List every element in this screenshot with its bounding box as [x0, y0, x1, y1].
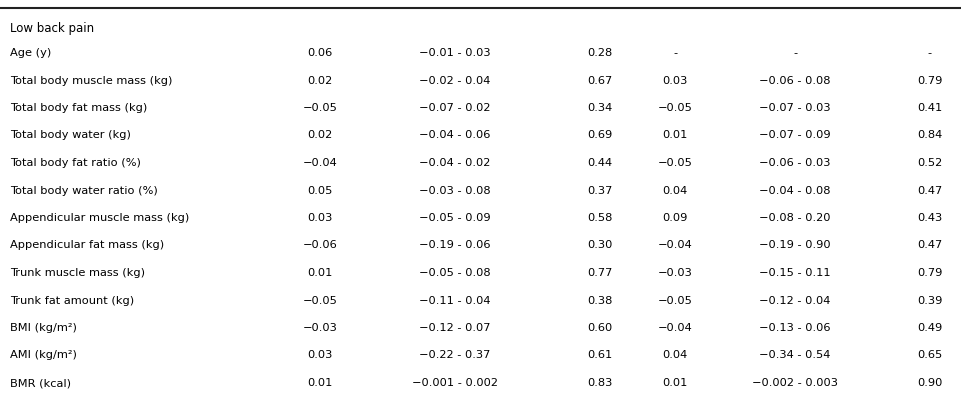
Text: −0.13 - 0.06: −0.13 - 0.06: [759, 323, 830, 333]
Text: 0.03: 0.03: [308, 350, 333, 360]
Text: −0.05: −0.05: [657, 295, 693, 305]
Text: 0.01: 0.01: [308, 378, 333, 388]
Text: −0.07 - 0.09: −0.07 - 0.09: [759, 131, 831, 141]
Text: −0.04: −0.04: [657, 323, 692, 333]
Text: −0.05: −0.05: [657, 103, 693, 113]
Text: −0.06 - 0.08: −0.06 - 0.08: [759, 76, 830, 86]
Text: −0.03: −0.03: [657, 268, 693, 278]
Text: 0.03: 0.03: [662, 76, 688, 86]
Text: Appendicular muscle mass (kg): Appendicular muscle mass (kg): [10, 213, 189, 223]
Text: −0.06: −0.06: [303, 240, 337, 251]
Text: 0.90: 0.90: [918, 378, 943, 388]
Text: 0.84: 0.84: [918, 131, 943, 141]
Text: 0.79: 0.79: [918, 268, 943, 278]
Text: −0.12 - 0.04: −0.12 - 0.04: [759, 295, 830, 305]
Text: 0.69: 0.69: [587, 131, 612, 141]
Text: 0.79: 0.79: [918, 76, 943, 86]
Text: 0.44: 0.44: [587, 158, 612, 168]
Text: 0.30: 0.30: [587, 240, 613, 251]
Text: Total body water (kg): Total body water (kg): [10, 131, 131, 141]
Text: Total body muscle mass (kg): Total body muscle mass (kg): [10, 76, 172, 86]
Text: BMI (kg/m²): BMI (kg/m²): [10, 323, 77, 333]
Text: 0.06: 0.06: [308, 48, 333, 58]
Text: 0.47: 0.47: [918, 240, 943, 251]
Text: −0.12 - 0.07: −0.12 - 0.07: [419, 323, 491, 333]
Text: BMR (kcal): BMR (kcal): [10, 378, 71, 388]
Text: −0.05: −0.05: [303, 295, 337, 305]
Text: −0.06 - 0.03: −0.06 - 0.03: [759, 158, 830, 168]
Text: 0.37: 0.37: [587, 185, 613, 196]
Text: −0.04: −0.04: [303, 158, 337, 168]
Text: 0.61: 0.61: [587, 350, 612, 360]
Text: −0.07 - 0.03: −0.07 - 0.03: [759, 103, 831, 113]
Text: Age (y): Age (y): [10, 48, 51, 58]
Text: 0.52: 0.52: [918, 158, 943, 168]
Text: −0.04 - 0.08: −0.04 - 0.08: [759, 185, 830, 196]
Text: −0.02 - 0.04: −0.02 - 0.04: [419, 76, 491, 86]
Text: −0.01 - 0.03: −0.01 - 0.03: [419, 48, 491, 58]
Text: Total body fat ratio (%): Total body fat ratio (%): [10, 158, 141, 168]
Text: 0.38: 0.38: [587, 295, 613, 305]
Text: −0.22 - 0.37: −0.22 - 0.37: [419, 350, 491, 360]
Text: 0.41: 0.41: [918, 103, 943, 113]
Text: Trunk fat amount (kg): Trunk fat amount (kg): [10, 295, 135, 305]
Text: Total body water ratio (%): Total body water ratio (%): [10, 185, 158, 196]
Text: 0.02: 0.02: [308, 131, 333, 141]
Text: −0.03: −0.03: [303, 323, 337, 333]
Text: -: -: [793, 48, 797, 58]
Text: 0.09: 0.09: [662, 213, 688, 223]
Text: Total body fat mass (kg): Total body fat mass (kg): [10, 103, 147, 113]
Text: −0.15 - 0.11: −0.15 - 0.11: [759, 268, 831, 278]
Text: −0.002 - 0.003: −0.002 - 0.003: [752, 378, 838, 388]
Text: 0.28: 0.28: [587, 48, 612, 58]
Text: −0.11 - 0.04: −0.11 - 0.04: [419, 295, 491, 305]
Text: Trunk muscle mass (kg): Trunk muscle mass (kg): [10, 268, 145, 278]
Text: -: -: [928, 48, 932, 58]
Text: -: -: [673, 48, 678, 58]
Text: −0.04 - 0.02: −0.04 - 0.02: [419, 158, 491, 168]
Text: −0.05: −0.05: [657, 158, 693, 168]
Text: 0.04: 0.04: [662, 185, 688, 196]
Text: −0.19 - 0.90: −0.19 - 0.90: [759, 240, 831, 251]
Text: −0.08 - 0.20: −0.08 - 0.20: [759, 213, 830, 223]
Text: AMI (kg/m²): AMI (kg/m²): [10, 350, 77, 360]
Text: −0.05 - 0.08: −0.05 - 0.08: [419, 268, 491, 278]
Text: 0.77: 0.77: [587, 268, 613, 278]
Text: 0.39: 0.39: [918, 295, 943, 305]
Text: −0.04 - 0.06: −0.04 - 0.06: [419, 131, 491, 141]
Text: −0.04: −0.04: [657, 240, 692, 251]
Text: 0.01: 0.01: [662, 378, 688, 388]
Text: Appendicular fat mass (kg): Appendicular fat mass (kg): [10, 240, 164, 251]
Text: 0.60: 0.60: [587, 323, 612, 333]
Text: 0.04: 0.04: [662, 350, 688, 360]
Text: 0.83: 0.83: [587, 378, 613, 388]
Text: −0.07 - 0.02: −0.07 - 0.02: [419, 103, 491, 113]
Text: Low back pain: Low back pain: [10, 22, 94, 35]
Text: 0.67: 0.67: [587, 76, 612, 86]
Text: −0.05: −0.05: [303, 103, 337, 113]
Text: −0.19 - 0.06: −0.19 - 0.06: [419, 240, 491, 251]
Text: 0.58: 0.58: [587, 213, 613, 223]
Text: 0.03: 0.03: [308, 213, 333, 223]
Text: 0.05: 0.05: [308, 185, 333, 196]
Text: −0.34 - 0.54: −0.34 - 0.54: [759, 350, 830, 360]
Text: 0.02: 0.02: [308, 76, 333, 86]
Text: 0.43: 0.43: [918, 213, 943, 223]
Text: 0.65: 0.65: [918, 350, 943, 360]
Text: 0.47: 0.47: [918, 185, 943, 196]
Text: −0.05 - 0.09: −0.05 - 0.09: [419, 213, 491, 223]
Text: −0.001 - 0.002: −0.001 - 0.002: [412, 378, 498, 388]
Text: 0.01: 0.01: [662, 131, 688, 141]
Text: −0.03 - 0.08: −0.03 - 0.08: [419, 185, 491, 196]
Text: 0.34: 0.34: [587, 103, 612, 113]
Text: 0.49: 0.49: [918, 323, 943, 333]
Text: 0.01: 0.01: [308, 268, 333, 278]
